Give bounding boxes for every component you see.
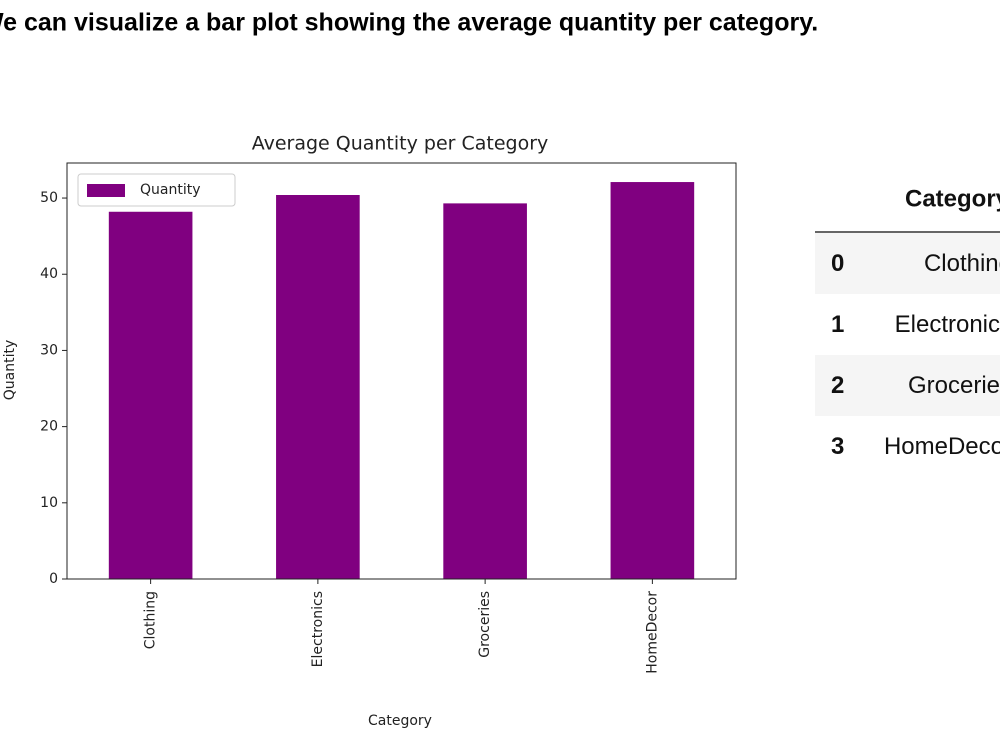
row-index: 3 — [831, 433, 844, 460]
legend-swatch — [87, 184, 125, 197]
table-header: Category — [905, 185, 1000, 212]
bar — [610, 182, 695, 580]
row-index: 0 — [831, 250, 844, 277]
y-tick-label: 50 — [40, 190, 58, 206]
table-row-bg — [815, 233, 1000, 294]
table-cell: HomeDecor — [884, 433, 1000, 460]
y-tick-label: 10 — [40, 495, 58, 511]
y-tick-label: 0 — [49, 571, 58, 587]
table-row-bg — [815, 355, 1000, 416]
y-tick-label: 30 — [40, 342, 58, 358]
x-axis-label: Category — [368, 713, 432, 729]
y-tick-label: 20 — [40, 419, 58, 435]
table-cell: Clothing — [924, 250, 1000, 277]
row-index: 2 — [831, 372, 844, 399]
chart-title: Average Quantity per Category — [252, 133, 549, 155]
y-tick-label: 40 — [40, 266, 58, 282]
x-tick-label: Electronics — [310, 591, 326, 667]
heading: We can visualize a bar plot showing the … — [0, 9, 818, 37]
x-tick-label: HomeDecor — [644, 591, 660, 674]
table-cell: Electronics — [895, 311, 1000, 338]
x-tick-label: Groceries — [477, 591, 493, 658]
bar — [276, 195, 360, 579]
legend-label: Quantity — [140, 182, 201, 198]
row-index: 1 — [831, 311, 844, 338]
bar — [443, 203, 527, 579]
bar — [108, 211, 193, 579]
table-cell: Groceries — [908, 372, 1000, 399]
legend-box — [77, 173, 236, 207]
y-axis-label: Quantity — [2, 340, 18, 401]
plot-frame — [66, 162, 737, 580]
x-tick-label: Clothing — [143, 591, 159, 649]
